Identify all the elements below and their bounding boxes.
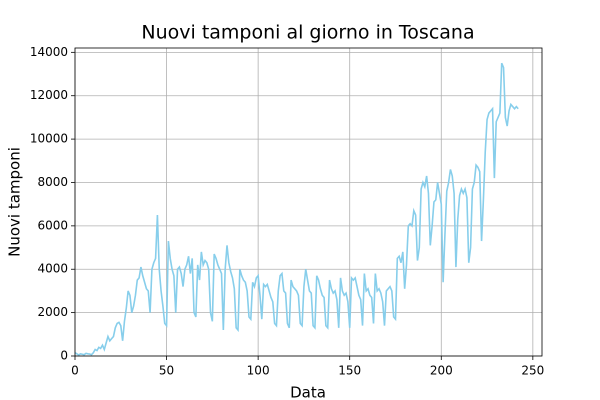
x-tick-label: 0 <box>71 364 79 378</box>
y-tick-label: 14000 <box>30 45 68 59</box>
x-axis-label: Data <box>290 384 326 400</box>
y-tick-label: 8000 <box>37 175 68 189</box>
plot-frame <box>74 47 543 357</box>
y-axis-label: Nuovi tamponi <box>6 147 24 257</box>
y-tick-label: 0 <box>60 349 68 363</box>
y-tick-label: 4000 <box>37 262 68 276</box>
x-tick-label: 150 <box>338 364 361 378</box>
x-tick-label: 200 <box>430 364 453 378</box>
x-tick-label: 100 <box>247 364 270 378</box>
chart-title: Nuovi tamponi al giorno in Toscana <box>141 22 474 44</box>
x-tick-label: 250 <box>521 364 544 378</box>
data-line <box>74 62 519 356</box>
x-tick-label: 50 <box>159 364 174 378</box>
y-tick-label: 10000 <box>30 132 68 146</box>
y-tick-label: 12000 <box>30 88 68 102</box>
y-tick-label: 2000 <box>37 305 68 319</box>
y-tick-label: 6000 <box>37 218 68 232</box>
